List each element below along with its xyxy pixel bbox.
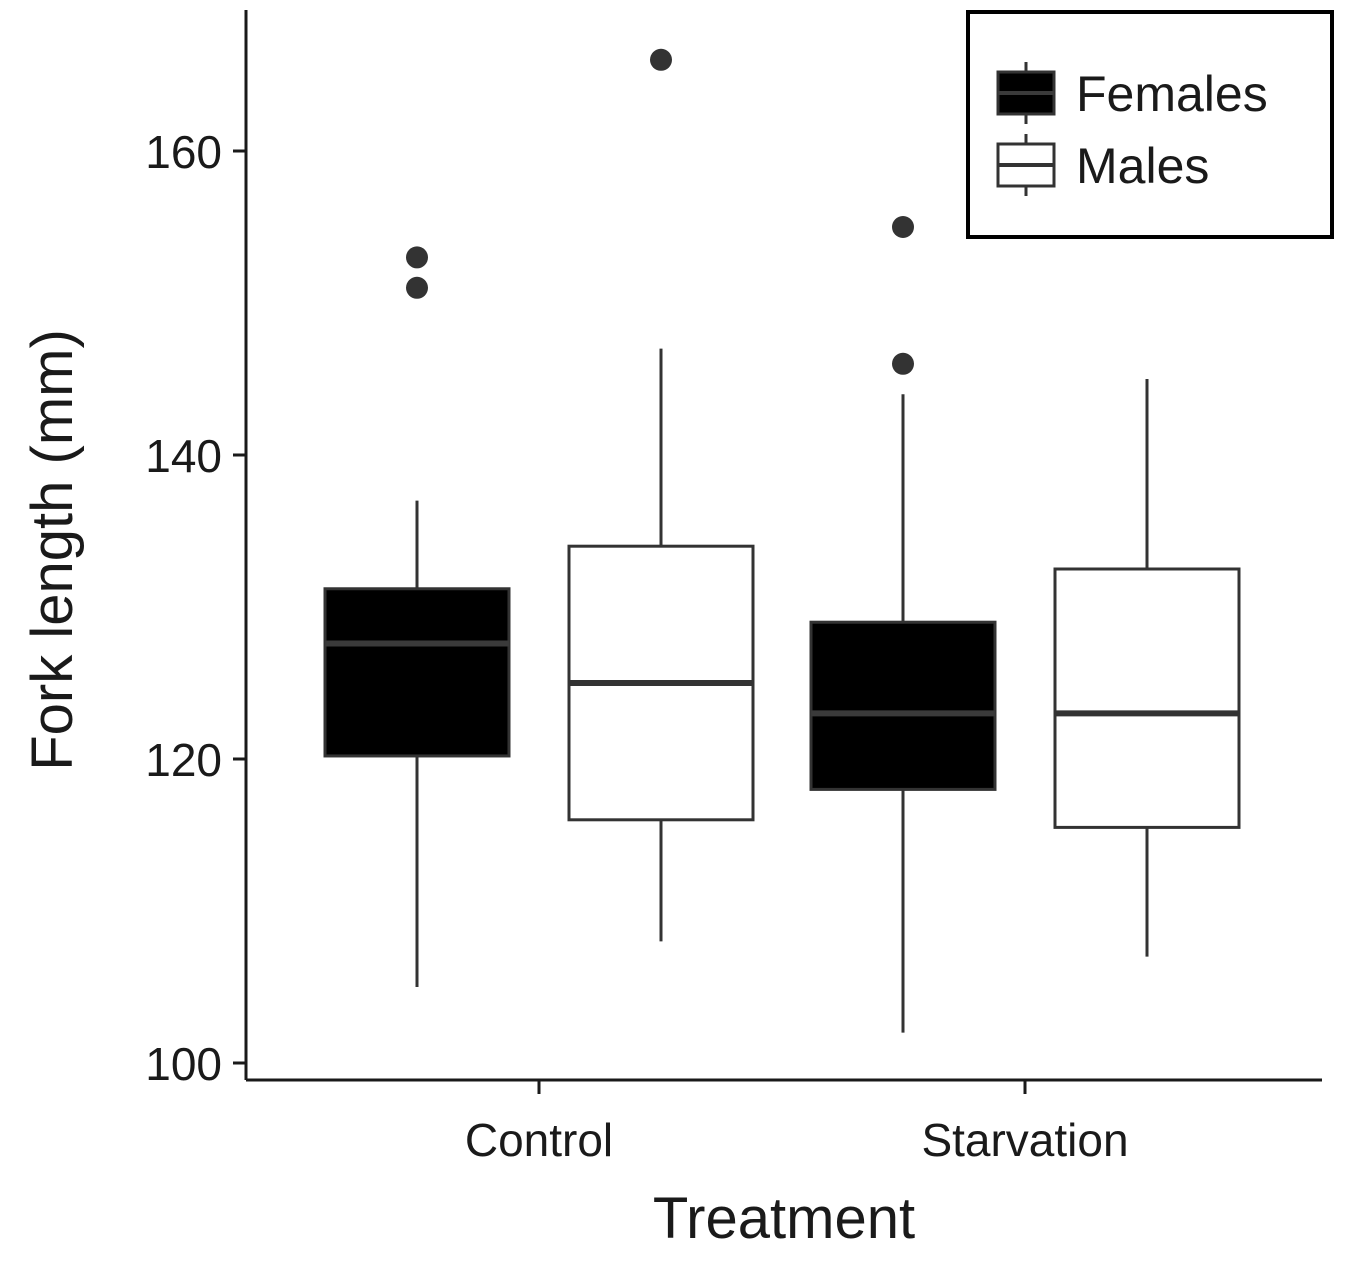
legend-key-females [996, 62, 1056, 124]
box-females-starvation [809, 216, 997, 1033]
y-tick-label-100: 100 [145, 1038, 222, 1090]
iqr-box-females-control [323, 587, 511, 758]
outlier-point-females-control-0 [406, 246, 428, 269]
x-tick-label-control: Control [465, 1114, 613, 1166]
legend-label-females: Females [1076, 66, 1268, 122]
legend: Females Males [966, 10, 1334, 239]
x-axis-title: Treatment [653, 1186, 915, 1251]
legend-frame [966, 10, 1334, 239]
outlier-point-females-starvation-0 [892, 216, 914, 238]
y-tick-label-160: 160 [145, 126, 222, 178]
plot-area [323, 48, 1241, 1033]
y-tick-label-140: 140 [145, 430, 222, 482]
box-males-control [567, 48, 755, 942]
legend-key-males [996, 134, 1056, 196]
outlier-point-females-control-1 [406, 276, 428, 299]
iqr-box-females-starvation [809, 620, 997, 791]
iqr-box-males-starvation [1053, 567, 1241, 829]
y-tick-label-120: 120 [145, 734, 222, 786]
outlier-point-males-control-0 [650, 48, 672, 71]
box-males-starvation [1053, 379, 1241, 957]
x-tick-label-starvation: Starvation [921, 1114, 1128, 1166]
outlier-point-females-starvation-1 [892, 352, 914, 375]
box-females-control [323, 246, 511, 987]
axes: 100 120 140 160 Control Starvation [145, 126, 1128, 1166]
y-axis-title: Fork length (mm) [20, 329, 85, 771]
legend-label-males: Males [1076, 138, 1209, 194]
